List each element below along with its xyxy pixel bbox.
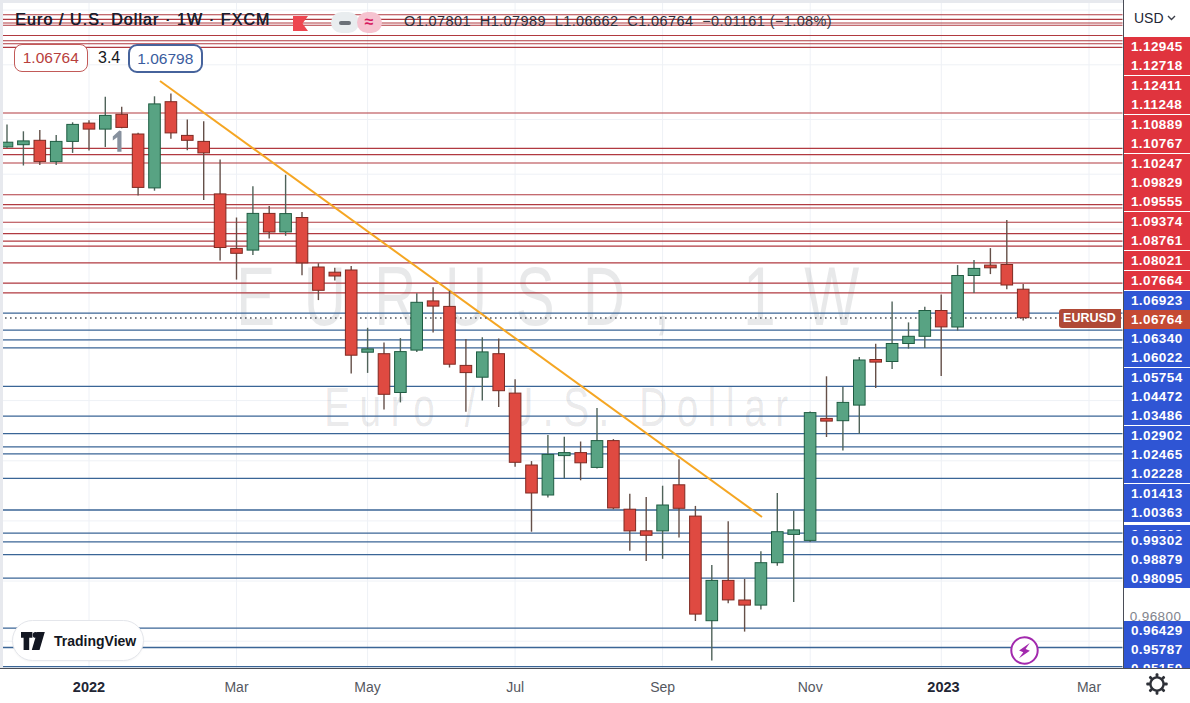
svg-text:EURUSD, 1W: EURUSD, 1W — [236, 250, 888, 343]
